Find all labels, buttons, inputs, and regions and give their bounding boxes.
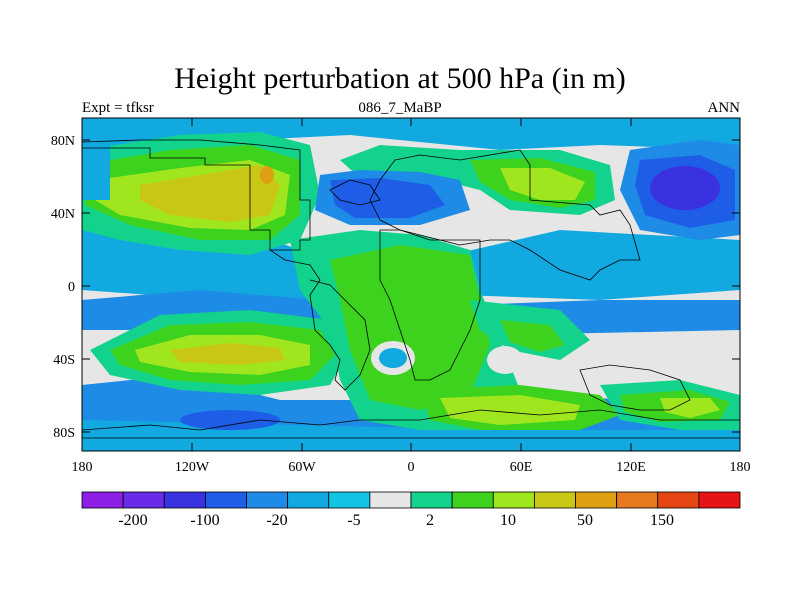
plot-title: Height perturbation at 500 hPa (in m) <box>174 62 626 95</box>
season-label: ANN <box>707 100 741 116</box>
lon-label-120e: 120E <box>616 460 646 475</box>
colorbar-box <box>492 491 535 509</box>
map-field <box>82 118 740 451</box>
colorbar-label-m100: -100 <box>190 512 219 529</box>
lon-label-180w: 180 <box>72 460 93 475</box>
lon-label-120w: 120W <box>175 460 210 475</box>
colorbar-label-2: 2 <box>426 512 434 529</box>
colorbar-box <box>698 491 741 509</box>
colorbar-box <box>616 491 659 509</box>
colorbar-box <box>410 491 453 509</box>
lon-label-180e: 180 <box>730 460 751 475</box>
colorbar-box <box>246 491 289 509</box>
colorbar-box <box>575 491 618 509</box>
colorbar-label-150: 150 <box>650 512 674 529</box>
colorbar-label-50: 50 <box>577 512 593 529</box>
colorbar <box>81 491 741 509</box>
lat-label-80n: 80N <box>51 134 75 149</box>
lon-label-60e: 60E <box>510 460 533 475</box>
colorbar-box <box>81 491 124 509</box>
lat-label-80s: 80S <box>53 426 75 441</box>
colorbar-box <box>657 491 700 509</box>
lon-label-0: 0 <box>408 460 415 475</box>
colorbar-label-m200: -200 <box>118 512 147 529</box>
colorbar-box <box>122 491 165 509</box>
colorbar-box <box>287 491 330 509</box>
colorbar-label-10: 10 <box>500 512 516 529</box>
colorbar-box <box>204 491 247 509</box>
lon-label-60w: 60W <box>288 460 316 475</box>
colorbar-box <box>369 491 412 509</box>
colorbar-box <box>533 491 576 509</box>
colorbar-box <box>451 491 494 509</box>
case-label: 086_7_MaBP <box>358 100 442 116</box>
lat-label-40n: 40N <box>51 207 75 222</box>
lat-label-0: 0 <box>68 280 75 295</box>
experiment-label: Expt = tfksr <box>82 100 154 116</box>
colorbar-box <box>328 491 371 509</box>
colorbar-label-m5: -5 <box>347 512 360 529</box>
coastlines <box>82 139 740 439</box>
lat-label-40s: 40S <box>53 353 75 368</box>
colorbar-label-m20: -20 <box>266 512 287 529</box>
axis-ticks <box>82 118 740 451</box>
colorbar-box <box>163 491 206 509</box>
